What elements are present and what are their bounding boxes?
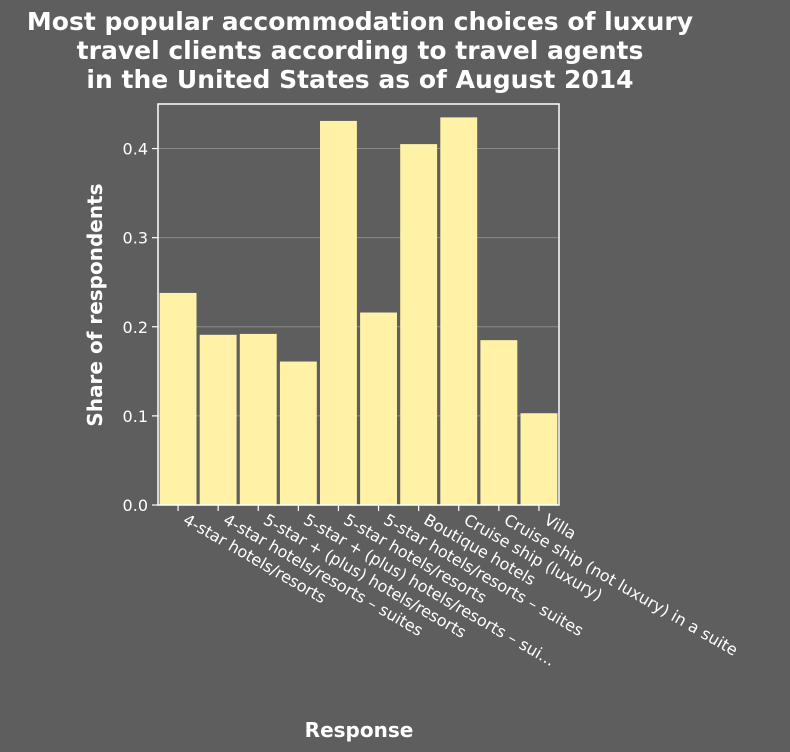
bar — [400, 144, 438, 505]
bar — [159, 292, 197, 505]
y-axis-ticks: 0.0 0.1 0.2 0.3 0.4 — [123, 140, 158, 515]
bar — [320, 120, 357, 505]
bar — [279, 361, 317, 505]
bar — [480, 340, 518, 505]
y-tick-label: 0.2 — [123, 318, 148, 337]
y-tick-label: 0.4 — [123, 140, 148, 159]
bars — [159, 117, 558, 505]
y-tick-label: 0.0 — [123, 496, 148, 515]
bar — [199, 334, 237, 505]
bar — [520, 413, 558, 505]
y-axis-title: Share of respondents — [83, 183, 107, 426]
chart-title-line-3: in the United States as of August 2014 — [86, 65, 633, 94]
y-tick-label: 0.1 — [123, 407, 148, 426]
bar — [360, 312, 397, 505]
chart-title-line-2: travel clients according to travel agent… — [77, 36, 644, 65]
x-tick-label: Cruise ship (not luxury) in a suite — [501, 510, 741, 660]
bar — [440, 117, 478, 505]
x-axis-title: Response — [305, 718, 414, 742]
chart-title-line-1: Most popular accommodation choices of lu… — [27, 7, 693, 36]
chart-title: Most popular accommodation choices of lu… — [27, 7, 693, 94]
bar — [239, 333, 277, 505]
y-tick-label: 0.3 — [123, 229, 148, 248]
plot-frame — [157, 103, 560, 506]
